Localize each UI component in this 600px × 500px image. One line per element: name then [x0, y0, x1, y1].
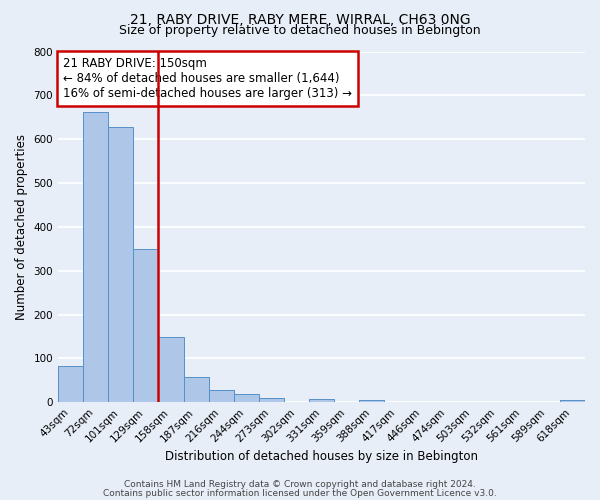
Bar [83, 112, 108, 402]
Text: 21, RABY DRIVE, RABY MERE, WIRRAL, CH63 0NG: 21, RABY DRIVE, RABY MERE, WIRRAL, CH63 … [130, 12, 470, 26]
Bar [58, 366, 83, 402]
Bar [209, 390, 233, 402]
Text: Size of property relative to detached houses in Bebington: Size of property relative to detached ho… [119, 24, 481, 37]
Bar [184, 377, 209, 402]
Text: Contains public sector information licensed under the Open Government Licence v3: Contains public sector information licen… [103, 488, 497, 498]
X-axis label: Distribution of detached houses by size in Bebington: Distribution of detached houses by size … [165, 450, 478, 462]
Text: Contains HM Land Registry data © Crown copyright and database right 2024.: Contains HM Land Registry data © Crown c… [124, 480, 476, 489]
Bar [560, 400, 585, 402]
Y-axis label: Number of detached properties: Number of detached properties [15, 134, 28, 320]
Bar [108, 127, 133, 402]
Bar [309, 399, 334, 402]
Bar [133, 249, 158, 402]
Bar [158, 338, 184, 402]
Text: 21 RABY DRIVE: 150sqm
← 84% of detached houses are smaller (1,644)
16% of semi-d: 21 RABY DRIVE: 150sqm ← 84% of detached … [64, 57, 352, 100]
Bar [233, 394, 259, 402]
Bar [259, 398, 284, 402]
Bar [359, 400, 384, 402]
